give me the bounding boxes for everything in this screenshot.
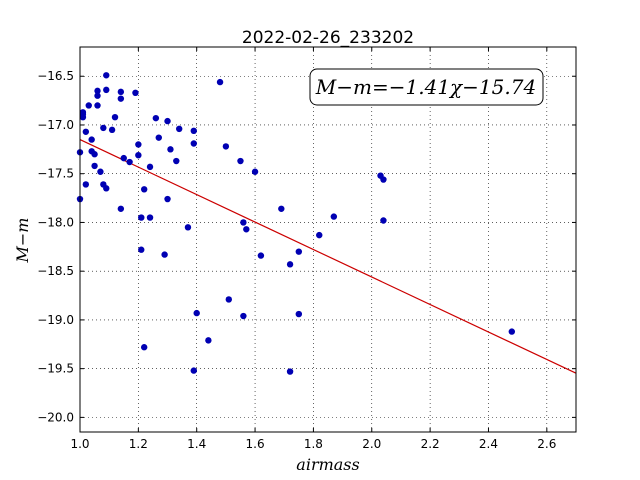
- data-point: [155, 134, 162, 141]
- annotation-text: M−m=−1.41χ−15.74: [315, 75, 536, 99]
- data-point: [184, 224, 192, 231]
- data-point: [216, 78, 224, 86]
- y-tick-label: −18.5: [37, 264, 74, 278]
- y-tick-label: −17.0: [37, 118, 74, 132]
- data-point: [380, 176, 387, 183]
- data-point: [508, 328, 516, 335]
- x-tick-label: 1.8: [304, 437, 323, 451]
- data-point: [138, 214, 145, 221]
- x-tick-label: 2.6: [537, 437, 556, 451]
- data-point: [240, 312, 247, 320]
- data-point: [257, 252, 265, 259]
- y-tick-label: −19.5: [37, 362, 74, 376]
- data-point: [100, 124, 107, 132]
- data-point: [146, 214, 154, 221]
- data-point: [286, 368, 294, 375]
- x-tick-label: 1.0: [70, 437, 89, 451]
- data-point: [103, 185, 110, 192]
- data-point: [161, 251, 168, 258]
- data-point: [117, 95, 125, 102]
- points-layer: [76, 72, 516, 375]
- data-point: [91, 162, 98, 170]
- x-tick-label: 1.6: [246, 437, 265, 451]
- x-tick-label: 2.4: [479, 437, 498, 451]
- data-point: [103, 86, 110, 94]
- data-point: [135, 141, 142, 148]
- x-tick-label: 1.2: [129, 437, 148, 451]
- data-point: [190, 140, 197, 147]
- chart-title: 2022-02-26_233202: [242, 28, 414, 48]
- y-axis-label: M−m: [13, 218, 32, 264]
- data-point: [190, 127, 197, 135]
- y-tick-label: −17.5: [37, 167, 74, 181]
- y-tick-label: −18.0: [37, 215, 74, 229]
- data-point: [193, 309, 200, 317]
- data-point: [164, 195, 171, 203]
- y-tick-label: −20.0: [37, 410, 74, 424]
- data-point: [140, 344, 148, 351]
- data-point: [152, 114, 160, 122]
- data-point: [176, 125, 183, 133]
- data-point: [82, 128, 90, 135]
- data-point: [225, 296, 232, 303]
- data-point: [205, 337, 212, 344]
- data-point: [94, 87, 101, 95]
- data-point: [164, 117, 171, 125]
- y-tick-label: −16.5: [37, 69, 74, 83]
- ticks: 1.0 1.2 1.4 1.6 1.8 2.0 2.2 2.4 2.6 −16.5 −17.0 −17…: [37, 47, 576, 451]
- data-point: [380, 217, 387, 224]
- data-point: [91, 151, 98, 158]
- data-point: [126, 158, 133, 166]
- data-point: [97, 168, 104, 175]
- data-point: [330, 213, 338, 220]
- data-point: [278, 205, 285, 212]
- data-point: [295, 248, 303, 255]
- data-point: [85, 102, 92, 109]
- data-point: [190, 367, 197, 374]
- fit-layer: [79, 139, 577, 374]
- data-point: [140, 186, 148, 193]
- data-point: [108, 126, 116, 134]
- data-point: [167, 146, 174, 153]
- data-point: [237, 157, 244, 165]
- data-point: [111, 113, 119, 121]
- x-tick-label: 1.4: [187, 437, 206, 451]
- x-tick-label: 2.2: [421, 437, 440, 451]
- data-point: [117, 205, 125, 212]
- y-tick-label: −19.0: [37, 313, 74, 327]
- data-point: [117, 88, 125, 96]
- data-point: [135, 151, 142, 159]
- data-point: [132, 89, 139, 97]
- data-point: [240, 219, 247, 226]
- data-point: [138, 246, 145, 253]
- data-point: [316, 231, 323, 239]
- plot-frame: [79, 46, 577, 433]
- data-point: [251, 168, 259, 175]
- fit-line: [79, 139, 577, 374]
- data-point: [295, 310, 303, 318]
- data-point: [88, 136, 95, 143]
- data-point: [82, 181, 90, 188]
- data-point: [286, 261, 294, 268]
- annotation-frame: [309, 68, 544, 106]
- data-point: [79, 109, 87, 116]
- data-point: [120, 154, 127, 162]
- annotation-box: M−m=−1.41χ−15.74: [309, 68, 544, 106]
- data-point: [94, 92, 101, 99]
- data-point: [94, 102, 101, 109]
- data-point: [146, 163, 154, 171]
- data-point: [173, 157, 180, 165]
- data-point: [243, 226, 250, 233]
- x-axis-label: airmass: [296, 455, 359, 474]
- data-point: [222, 143, 230, 150]
- x-tick-label: 2.0: [362, 437, 381, 451]
- data-point: [103, 72, 110, 79]
